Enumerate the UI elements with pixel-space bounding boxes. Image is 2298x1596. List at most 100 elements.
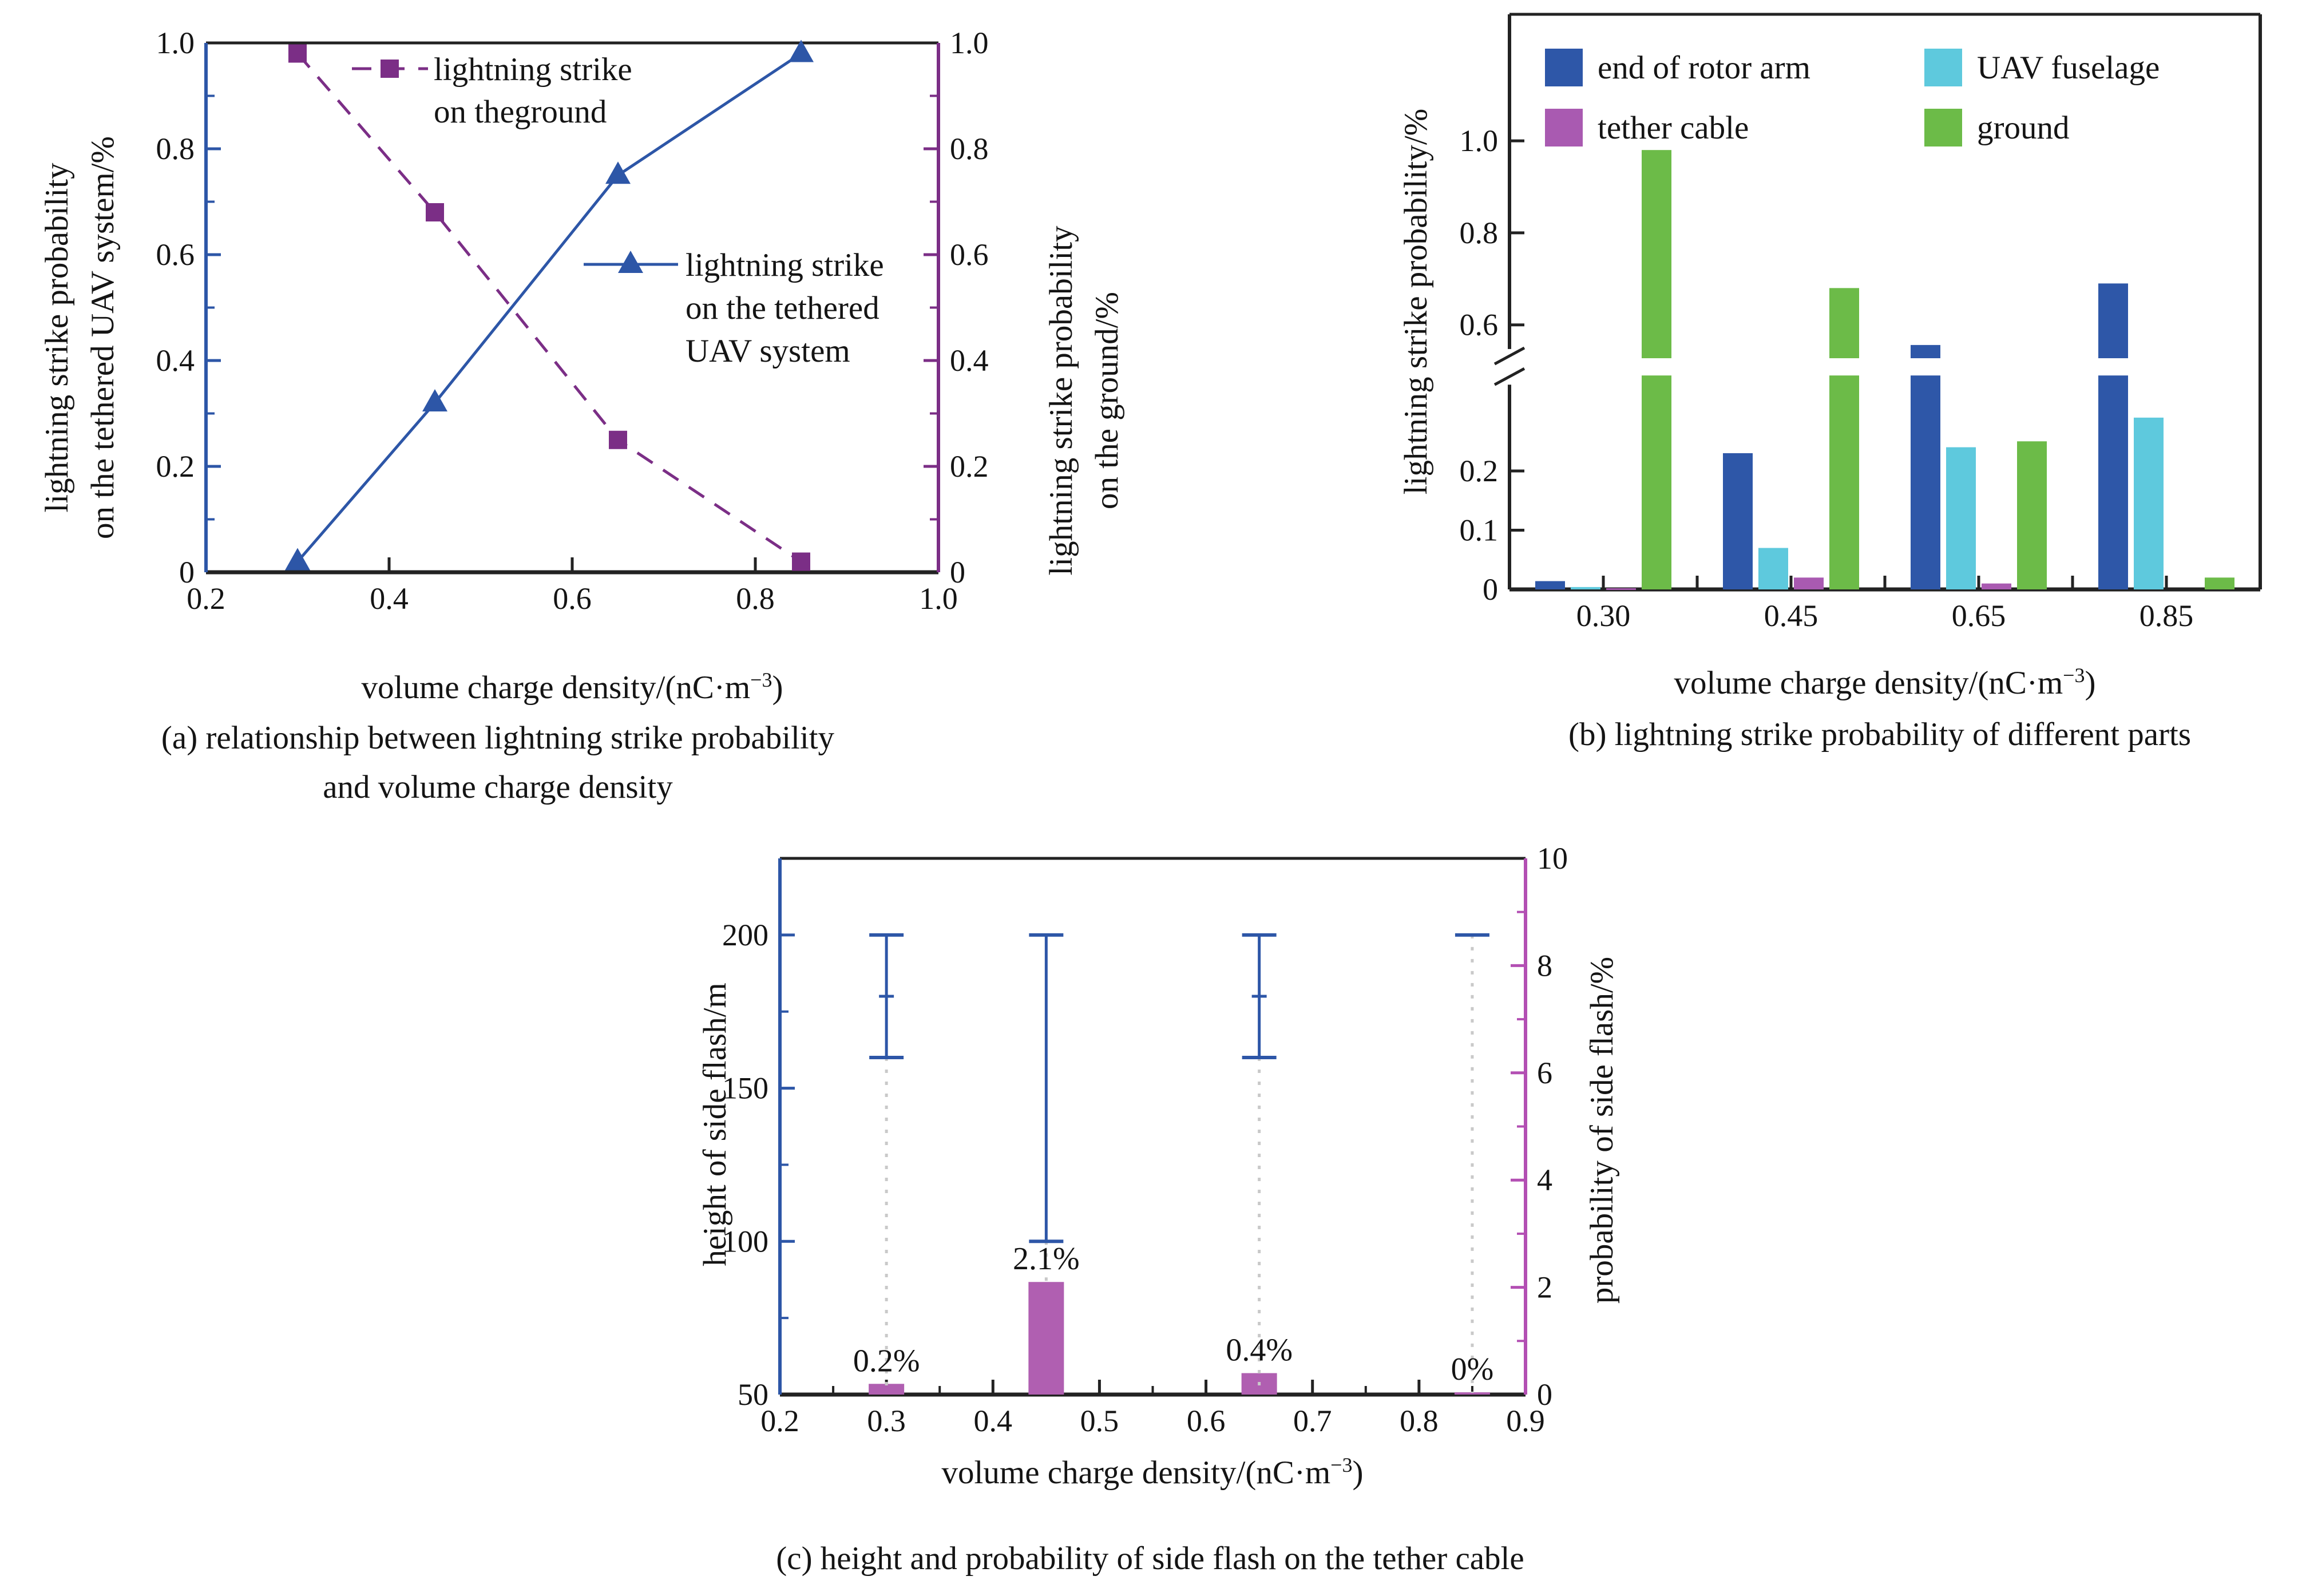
data-point-tethered-uav-system [789,39,814,62]
legend-swatch-uav-fuselage [1924,49,1962,86]
data-point-ground [426,203,444,221]
bar-UAV-fuselage [2134,417,2164,589]
chart-a-ylabel-left-line1: lightning strike probability [39,163,75,513]
y-tick-label-right: 0.2 [950,449,989,484]
y-tick-label-right: 0.8 [950,132,989,166]
chart-b-ylabel: lightning strike probability/% [1398,108,1434,495]
data-point-tethered-uav-system [422,389,447,411]
chart-b-xlabel: volume charge density/(nC·m−3) [1674,664,2096,701]
bar-percent-label: 0.2% [853,1343,920,1379]
chart-a-ylabel-right-line2: on the ground/% [1089,292,1125,509]
bar-tether-cable [1606,588,1636,590]
chart-a-legend-uav-line3: UAV system [686,333,850,369]
y-tick-label: 0 [1483,572,1498,607]
bar-percent-label: 0% [1451,1352,1494,1387]
chart-a-legend-uav-line2: on the tethered [686,290,879,326]
y-tick-label-left: 0.4 [156,343,195,378]
bar-end-of-rotor-arm-upper [1911,344,1940,358]
bar-end-of-rotor-arm-upper [2098,283,2128,358]
side-flash-bar [869,1384,905,1395]
y-tick-label-right: 10 [1537,841,1568,876]
y-tick-label-left: 50 [738,1377,768,1412]
bar-tether-cable [1794,577,1824,589]
legend-ground-marker-sample [381,60,399,78]
x-tick-label: 0.9 [1506,1404,1545,1438]
bar-ground-upper [1642,150,1671,358]
bar-UAV-fuselage [1571,587,1600,589]
legend-swatch-tether-cable [1545,109,1583,146]
x-tick-label: 0.8 [736,581,775,616]
x-tick-label: 0.3 [867,1404,906,1438]
x-tick-label: 0.6 [1187,1404,1226,1438]
y-tick-label: 0.2 [1460,454,1499,488]
y-tick-label-right: 4 [1537,1163,1552,1197]
x-tick-label: 0.4 [974,1404,1013,1438]
y-tick-label: 1.0 [1460,124,1499,158]
chart-a-ylabel-right-line1: lightning strike probability [1043,225,1079,576]
chart-a-caption-line2: and volume charge density [323,769,673,805]
axis-break-slash [1493,367,1526,386]
bar-ground-lower [1829,375,1859,589]
axis-break-slash [1493,346,1526,366]
chart-b-legend-item-rotor: end of rotor arm [1545,49,1810,86]
y-tick-label-left: 200 [722,918,768,952]
legend-label-rotor-arm: end of rotor arm [1598,49,1810,86]
x-tick-label: 0.45 [1764,599,1818,633]
chart-a-ylabel-left-line2: on the tethered UAV system/% [85,136,121,539]
side-flash-bar [1454,1392,1490,1395]
y-tick-label-left: 150 [722,1071,768,1106]
y-tick-label-right: 6 [1537,1056,1552,1090]
bar-ground [2017,441,2047,589]
chart-a-xlabel: volume charge density/(nC·m−3) [361,668,783,706]
legend-label-ground: ground [1977,109,2070,146]
bar-end-of-rotor-arm-lower [2098,375,2128,589]
chart-b-legend-item-fuselage: UAV fuselage [1924,49,2160,86]
series-line-ground [296,52,802,563]
series-line-tethered-uav-system [296,52,802,563]
y-tick-label-right: 2 [1537,1270,1552,1305]
data-point-ground [609,430,627,449]
x-tick-label: 0.2 [187,581,225,616]
legend-swatch-ground [1924,109,1962,146]
bar-percent-label: 0.4% [1226,1333,1293,1368]
y-tick-label-right: 0.4 [950,343,989,378]
x-tick-label: 0.8 [1400,1404,1439,1438]
y-tick-label-right: 0.6 [950,237,989,272]
bar-tether-cable [1982,583,2011,589]
chart-c-caption: (c) height and probability of side flash… [776,1540,1524,1577]
y-tick-label-left: 100 [722,1224,768,1258]
y-tick-label-right: 1.0 [950,26,989,60]
chart-a-legend-ground-line1: lightning strike [434,52,632,88]
bar-ground-lower [1642,375,1671,589]
y-tick-label-right: 0 [1537,1377,1552,1412]
bar-ground-upper [1829,288,1859,358]
y-tick-label-right: 0 [950,555,965,589]
bar-UAV-fuselage [1946,447,1976,589]
y-tick-label-left: 0 [179,555,195,589]
y-tick-label-left: 0.2 [156,449,195,484]
legend-label-uav-fuselage: UAV fuselage [1977,49,2160,86]
x-tick-label: 0.5 [1080,1404,1119,1438]
legend-label-tether-cable: tether cable [1598,109,1749,146]
chart-c-xlabel: volume charge density/(nC·m−3) [941,1454,1364,1491]
chart-a-legend-ground-line2: on theground [434,94,607,130]
legend-uav-marker-sample [618,251,643,273]
data-point-ground [288,44,307,63]
x-tick-label: 0.65 [1952,599,2006,633]
bar-end-of-rotor-arm-lower [1911,375,1940,589]
data-point-ground [792,552,810,571]
y-tick-label-left: 0.8 [156,132,195,166]
legend-swatch-rotor-arm [1545,49,1583,86]
bar-end-of-rotor-arm [1535,581,1565,589]
chart-a-legend-uav-line1: lightning strike [686,247,884,283]
y-tick-label: 0.1 [1460,513,1499,547]
chart-b-legend-item-tether: tether cable [1545,109,1749,146]
data-point-tethered-uav-system [285,548,310,571]
y-tick-label-left: 0.6 [156,237,195,272]
x-tick-label: 0.7 [1293,1404,1332,1438]
x-tick-label: 0.6 [553,581,592,616]
